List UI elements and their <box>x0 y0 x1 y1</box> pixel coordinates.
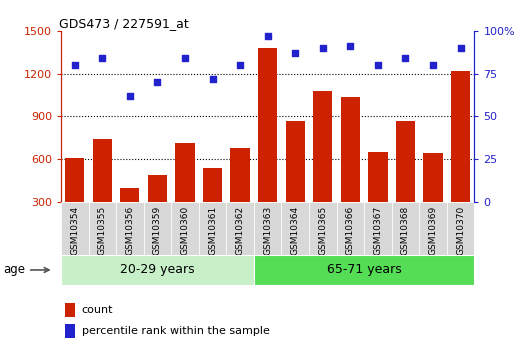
Bar <box>231 148 250 202</box>
Text: 20-29 years: 20-29 years <box>120 264 195 276</box>
Bar <box>65 324 75 338</box>
Bar <box>175 144 195 202</box>
Bar <box>65 303 75 317</box>
Bar <box>120 188 139 202</box>
Point <box>70 62 79 68</box>
Bar <box>61 202 89 255</box>
Text: GSM10368: GSM10368 <box>401 206 410 255</box>
Bar <box>148 175 167 202</box>
Text: GSM10359: GSM10359 <box>153 206 162 255</box>
Text: GSM10367: GSM10367 <box>374 206 382 255</box>
Point <box>456 45 465 51</box>
Bar <box>341 97 360 202</box>
Bar <box>258 48 277 202</box>
Bar <box>313 91 332 202</box>
Text: GSM10355: GSM10355 <box>98 206 107 255</box>
Bar <box>226 202 254 255</box>
Point <box>429 62 437 68</box>
Bar <box>116 202 144 255</box>
Point <box>401 56 410 61</box>
Text: GDS473 / 227591_at: GDS473 / 227591_at <box>59 17 189 30</box>
Point <box>374 62 382 68</box>
Text: GSM10364: GSM10364 <box>291 206 299 255</box>
Bar <box>419 202 447 255</box>
Bar <box>451 71 470 202</box>
Point <box>319 45 327 51</box>
Point <box>236 62 244 68</box>
Bar <box>337 202 364 255</box>
Bar <box>61 255 254 285</box>
Point <box>98 56 107 61</box>
Bar <box>309 202 337 255</box>
Bar <box>199 202 226 255</box>
Text: GSM10370: GSM10370 <box>456 206 465 255</box>
Point <box>208 76 217 82</box>
Text: count: count <box>82 305 113 315</box>
Text: GSM10366: GSM10366 <box>346 206 355 255</box>
Text: GSM10361: GSM10361 <box>208 206 217 255</box>
Text: 65-71 years: 65-71 years <box>326 264 402 276</box>
Text: GSM10363: GSM10363 <box>263 206 272 255</box>
Text: age: age <box>3 264 49 276</box>
Text: GSM10362: GSM10362 <box>236 206 244 255</box>
Bar <box>144 202 171 255</box>
Bar <box>447 202 474 255</box>
Bar <box>368 152 387 202</box>
Bar <box>254 255 474 285</box>
Bar <box>396 121 415 202</box>
Bar <box>423 154 443 202</box>
Text: GSM10369: GSM10369 <box>429 206 437 255</box>
Point <box>346 44 355 49</box>
Point <box>181 56 189 61</box>
Text: GSM10356: GSM10356 <box>126 206 134 255</box>
Text: percentile rank within the sample: percentile rank within the sample <box>82 326 269 336</box>
Bar <box>392 202 419 255</box>
Bar <box>364 202 392 255</box>
Point <box>153 80 162 85</box>
Bar <box>89 202 116 255</box>
Text: GSM10365: GSM10365 <box>319 206 327 255</box>
Point <box>291 50 299 56</box>
Bar <box>93 139 112 202</box>
Point <box>126 93 134 99</box>
Bar <box>171 202 199 255</box>
Point <box>263 33 272 39</box>
Text: GSM10354: GSM10354 <box>70 206 79 255</box>
Bar <box>65 158 84 202</box>
Bar <box>254 202 281 255</box>
Bar <box>203 168 222 202</box>
Bar <box>286 121 305 202</box>
Bar <box>281 202 309 255</box>
Text: GSM10360: GSM10360 <box>181 206 189 255</box>
